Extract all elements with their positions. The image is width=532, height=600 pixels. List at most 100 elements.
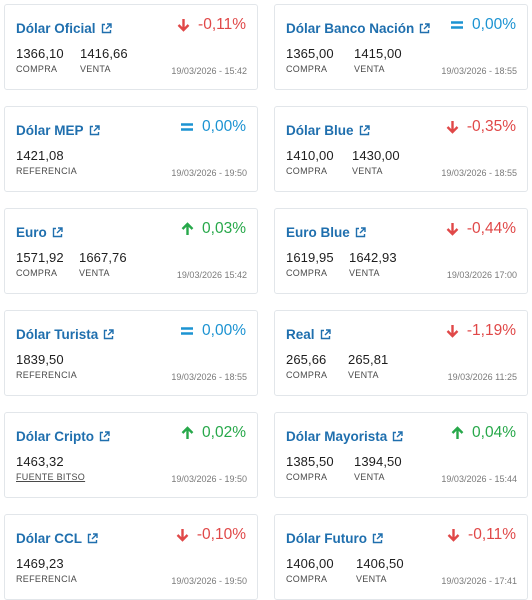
quote-card: Dólar CCL -0,10% 1469,23 REFERENCIA 19/03… <box>4 514 258 600</box>
price-values: 1463,32 FUENTE BITSO <box>16 454 85 482</box>
external-link-icon[interactable] <box>99 431 110 442</box>
update-date: 19/03/2026 11:25 <box>447 372 517 382</box>
card-title[interactable]: Dólar Futuro <box>286 531 367 546</box>
card-title[interactable]: Euro Blue <box>286 225 350 240</box>
card-title[interactable]: Dólar MEP <box>16 123 84 138</box>
sell-price: 1415,00 <box>354 46 402 61</box>
variation: -0,35% <box>446 118 516 136</box>
external-link-icon[interactable] <box>355 227 366 238</box>
update-date: 19/03/2026 - 18:55 <box>441 168 517 178</box>
card-title[interactable]: Dólar CCL <box>16 531 83 546</box>
external-link-icon[interactable] <box>101 23 112 34</box>
variation-value: 0,00% <box>472 16 516 33</box>
card-title[interactable]: Dólar Banco Nación <box>286 21 415 36</box>
buy-price: 1366,10 <box>16 46 64 61</box>
buy-price: 1571,92 <box>16 250 64 265</box>
variation: -0,44% <box>446 220 516 238</box>
sell-price: 1406,50 <box>356 556 404 571</box>
sell-price: 265,81 <box>348 352 389 367</box>
update-date: 19/03/2026 - 18:55 <box>441 66 517 76</box>
quote-card: Dólar Cripto 0,02% 1463,32 FUENTE BITSO 1… <box>4 412 258 498</box>
quote-card: Dólar Blue -0,35% 1410,00 COMPRA 1430,00 V… <box>274 106 528 192</box>
card-title[interactable]: Dólar Blue <box>286 123 354 138</box>
price-values: 1366,10 COMPRA 1416,66 VENTA <box>16 46 128 74</box>
update-date: 19/03/2026 - 19:50 <box>171 474 247 484</box>
card-title-link[interactable]: Euro <box>16 225 63 240</box>
card-title-link[interactable]: Dólar Mayorista <box>286 429 403 444</box>
external-link-icon[interactable] <box>87 533 98 544</box>
card-title[interactable]: Dólar Cripto <box>16 429 95 444</box>
card-title-link[interactable]: Dólar Oficial <box>16 21 112 36</box>
update-date: 19/03/2026 - 19:50 <box>171 576 247 586</box>
price-values: 265,66 COMPRA 265,81 VENTA <box>286 352 388 380</box>
external-link-icon[interactable] <box>320 329 331 340</box>
buy-label: COMPRA <box>286 64 328 74</box>
card-title[interactable]: Dólar Mayorista <box>286 429 388 444</box>
external-link-icon[interactable] <box>103 329 114 340</box>
external-link-icon[interactable] <box>372 533 383 544</box>
variation: 0,00% <box>181 118 246 136</box>
variation-value: -0,10% <box>196 526 246 543</box>
reference-price: 1463,32 <box>16 454 64 469</box>
card-title[interactable]: Real <box>286 327 315 342</box>
buy-price: 1619,95 <box>286 250 334 265</box>
sell-price: 1394,50 <box>354 454 402 469</box>
buy-label: COMPRA <box>286 574 328 584</box>
price-values: 1469,23 REFERENCIA <box>16 556 77 584</box>
reference-label: REFERENCIA <box>16 574 78 584</box>
arrow-down-icon <box>446 120 459 134</box>
external-link-icon[interactable] <box>52 227 63 238</box>
variation: -0,11% <box>447 526 516 544</box>
card-title-link[interactable]: Dólar Cripto <box>16 429 110 444</box>
quote-card: Dólar Banco Nación 0,00% 1365,00 COMPRA 1… <box>274 4 528 90</box>
reference-price: 1469,23 <box>16 556 64 571</box>
card-title-link[interactable]: Dólar Turista <box>16 327 114 342</box>
sell-label: VENTA <box>354 472 385 482</box>
variation: 0,02% <box>181 424 246 442</box>
price-values: 1385,50 COMPRA 1394,50 VENTA <box>286 454 402 482</box>
variation: -1,19% <box>446 322 516 340</box>
quote-card: Dólar Futuro -0,11% 1406,00 COMPRA 1406,5… <box>274 514 528 600</box>
equals-icon <box>451 18 464 32</box>
reference-label: REFERENCIA <box>16 370 78 380</box>
card-title[interactable]: Dólar Turista <box>16 327 99 342</box>
card-title-link[interactable]: Dólar Futuro <box>286 531 383 546</box>
price-values: 1406,00 COMPRA 1406,50 VENTA <box>286 556 404 584</box>
update-date: 19/03/2026 - 15:44 <box>441 474 517 484</box>
arrow-down-icon <box>446 324 459 338</box>
price-values: 1839,50 REFERENCIA <box>16 352 77 380</box>
external-link-icon[interactable] <box>359 125 370 136</box>
card-title[interactable]: Euro <box>16 225 47 240</box>
variation: 0,00% <box>451 16 516 34</box>
variation-value: -0,44% <box>466 220 516 237</box>
variation: -0,11% <box>177 16 246 34</box>
external-link-icon[interactable] <box>392 431 403 442</box>
variation-value: 0,00% <box>202 322 246 339</box>
reference-label: REFERENCIA <box>16 166 78 176</box>
buy-label: COMPRA <box>286 166 328 176</box>
card-title-link[interactable]: Dólar Blue <box>286 123 370 138</box>
update-date: 19/03/2026 - 15:42 <box>171 66 247 76</box>
external-link-icon[interactable] <box>419 23 430 34</box>
buy-price: 265,66 <box>286 352 327 367</box>
card-title-link[interactable]: Dólar CCL <box>16 531 98 546</box>
card-title-link[interactable]: Euro Blue <box>286 225 366 240</box>
variation-value: -0,35% <box>466 118 516 135</box>
sell-label: VENTA <box>348 370 379 380</box>
source-link[interactable]: FUENTE BITSO <box>16 472 86 482</box>
card-title-link[interactable]: Dólar MEP <box>16 123 100 138</box>
update-date: 19/03/2026 - 19:50 <box>171 168 247 178</box>
external-link-icon[interactable] <box>89 125 100 136</box>
card-title[interactable]: Dólar Oficial <box>16 21 96 36</box>
quote-card: Euro 0,03% 1571,92 COMPRA 1667,76 VENTA 19… <box>4 208 258 294</box>
arrow-down-icon <box>177 18 190 32</box>
card-title-link[interactable]: Real <box>286 327 331 342</box>
sell-label: VENTA <box>79 268 110 278</box>
update-date: 19/03/2026 17:00 <box>446 270 517 280</box>
price-values: 1421,08 REFERENCIA <box>16 148 77 176</box>
arrow-down-icon <box>176 528 189 542</box>
arrow-up-icon <box>181 426 194 440</box>
variation-value: 0,00% <box>202 118 246 135</box>
card-title-link[interactable]: Dólar Banco Nación <box>286 21 430 36</box>
